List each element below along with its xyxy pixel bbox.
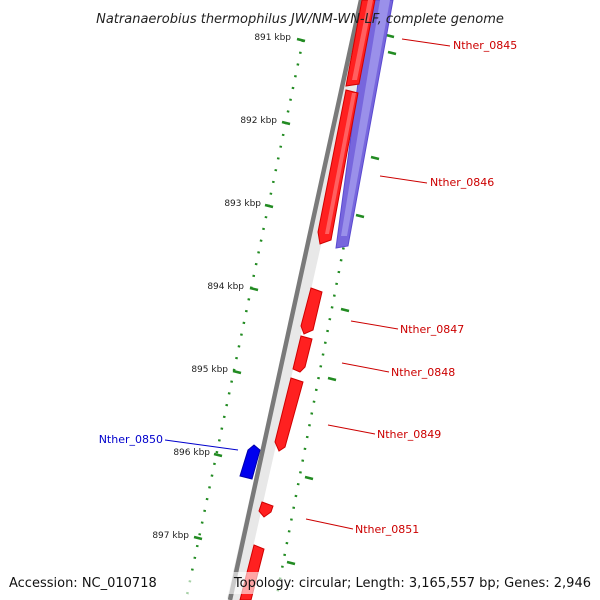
- right-track-dashes: [286, 33, 397, 566]
- gene-nther-0849[interactable]: [274, 377, 304, 452]
- gene-label-nther-0846[interactable]: Nther_0846: [430, 176, 494, 189]
- kbp-label: 893 kbp: [224, 199, 261, 209]
- gene-label-nther-0847[interactable]: Nther_0847: [400, 323, 464, 336]
- kbp-label: 896 kbp: [173, 448, 210, 458]
- kbp-ticks: [193, 37, 306, 541]
- page-title: Natranaerobius thermophilus JW/NM-WN-LF,…: [96, 12, 504, 27]
- kbp-tick: [249, 286, 259, 292]
- gene-label-nther-0849[interactable]: Nther_0849: [377, 428, 441, 441]
- gene-label-nther-0848[interactable]: Nther_0848: [391, 366, 455, 379]
- gene-nther-0846[interactable]: [317, 89, 359, 245]
- gene-label-nther-0851[interactable]: Nther_0851: [355, 523, 419, 536]
- kbp-label: 892 kbp: [240, 116, 277, 126]
- kbp-label: 891 kbp: [254, 33, 291, 43]
- gene-label-nther-0845[interactable]: Nther_0845: [453, 39, 517, 52]
- gene-nther-0846-reverse[interactable]: [335, 0, 394, 249]
- kbp-tick: [296, 37, 306, 43]
- gene-nther-0847[interactable]: [300, 287, 323, 335]
- genome-summary-text: Topology: circular; Length: 3,165,557 bp…: [233, 576, 591, 591]
- gene-nther-0845[interactable]: [345, 0, 376, 87]
- accession-text: Accession: NC_010718: [9, 576, 157, 591]
- kbp-label: 897 kbp: [152, 531, 189, 541]
- kbp-tick: [281, 120, 291, 126]
- gene-nther-0850[interactable]: [239, 444, 261, 480]
- kbp-label: 894 kbp: [207, 282, 244, 292]
- kbp-label: 895 kbp: [191, 365, 228, 375]
- gene-label-nther-0850[interactable]: Nther_0850: [99, 433, 163, 446]
- gene-labels: Nther_0845 Nther_0846 Nther_0847 Nther_0…: [99, 39, 518, 536]
- genome-backbone: [227, 0, 376, 600]
- leader-lines: [164, 38, 451, 530]
- kbp-labels: 891 kbp 892 kbp 893 kbp 894 kbp 895 kbp …: [152, 33, 291, 541]
- kbp-tick: [193, 535, 203, 541]
- kbp-tick: [232, 369, 242, 375]
- kbp-tick: [264, 203, 274, 209]
- kbp-tick: [213, 452, 223, 458]
- gene-nther-0848[interactable]: [292, 335, 313, 373]
- gene-nther-0851[interactable]: [258, 501, 274, 518]
